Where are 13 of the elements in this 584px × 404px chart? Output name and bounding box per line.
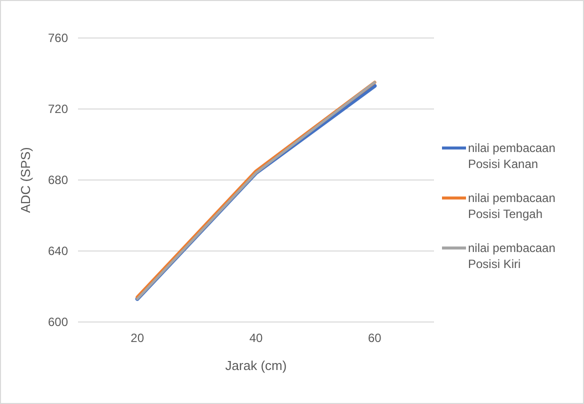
y-tick-label: 680 <box>48 173 68 188</box>
x-tick-label: 20 <box>130 331 144 345</box>
x-axis-title: Jarak (cm) <box>225 358 287 373</box>
y-tick-label: 600 <box>48 315 68 330</box>
y-tick-label: 720 <box>48 102 68 116</box>
x-tick-label: 60 <box>368 331 382 345</box>
y-axis-title: ADC (SPS) <box>18 147 33 213</box>
legend-label: nilai pembacaan Posisi Kanan <box>468 141 556 171</box>
legend-label: nilai pembacaan Posisi Kiri <box>468 241 556 271</box>
x-tick-label: 40 <box>249 331 263 345</box>
y-tick-label: 760 <box>48 31 68 46</box>
y-tick-label: 640 <box>48 244 68 258</box>
legend-label: nilai pembacaan Posisi Tengah <box>468 191 556 221</box>
